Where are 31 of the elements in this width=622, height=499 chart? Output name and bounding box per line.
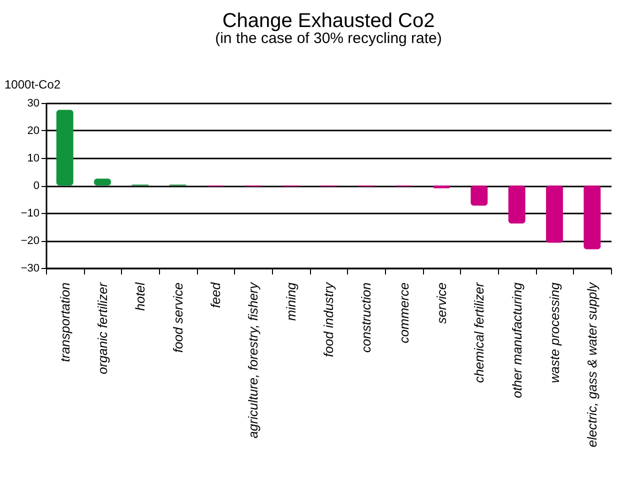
- y-axis-title: 1000t-Co2: [4, 78, 61, 92]
- chart-subtitle: (in the case of 30% recycling rate): [215, 30, 442, 47]
- bar: [546, 186, 563, 243]
- x-tick-label: organic fertilizer: [95, 282, 110, 374]
- bar: [508, 186, 526, 224]
- x-tick-label: electric, gass & water supply: [584, 281, 600, 448]
- x-tick-label: chemical fertilizer: [472, 282, 487, 383]
- y-tick-label: 20: [27, 125, 40, 137]
- y-tick-label: 30: [27, 98, 40, 110]
- x-tick-label: agriculture, forestry, fishery: [246, 281, 261, 438]
- x-tick-label: service: [434, 282, 449, 324]
- x-tick-label: other manufacturing: [509, 282, 524, 398]
- y-tick-label: −30: [20, 262, 40, 274]
- x-tick-label: waste processing: [547, 282, 562, 383]
- x-tick-label: commerce: [396, 282, 412, 344]
- x-tick-label: food industry: [321, 281, 336, 357]
- y-tick-label: −20: [20, 235, 40, 247]
- x-tick-label: food service: [170, 282, 186, 353]
- y-tick-label: 0: [33, 180, 40, 192]
- bar: [470, 186, 488, 206]
- x-tick-label: hotel: [132, 281, 148, 311]
- bar: [433, 186, 450, 188]
- x-tick-label: mining: [283, 282, 298, 321]
- y-tick-label: −10: [20, 208, 40, 220]
- x-tick-label: transportation: [57, 282, 72, 362]
- chart-title: Change Exhausted Co2: [222, 10, 435, 32]
- x-tick-label: construction: [358, 282, 374, 353]
- y-tick-label: 10: [27, 152, 40, 164]
- x-tick-label: feed: [208, 282, 223, 308]
- bar: [584, 186, 601, 250]
- bar: [56, 110, 74, 186]
